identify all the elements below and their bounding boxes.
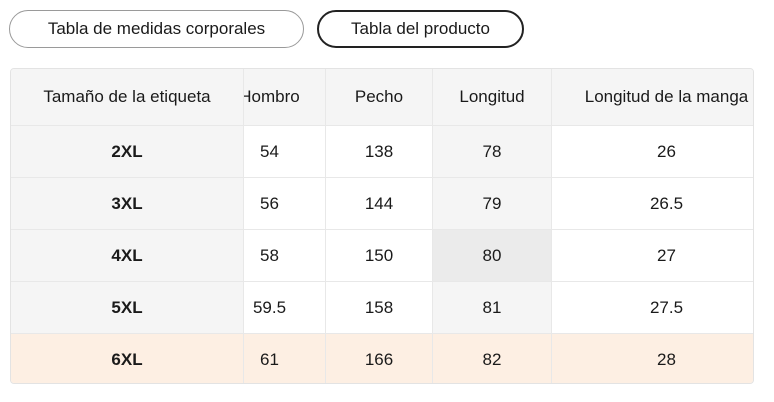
header-cell: Pecho — [326, 69, 433, 126]
table-cell: 158 — [326, 282, 433, 334]
table-cell: 79 — [433, 178, 552, 230]
table-cell: 80 — [433, 230, 552, 282]
table-cell: 166 — [326, 334, 433, 383]
tab-button[interactable]: Tabla de medidas corporales — [9, 10, 304, 48]
table-cell: 56 — [244, 178, 326, 230]
table-cell: 150 — [326, 230, 433, 282]
table-cell: 82 — [433, 334, 552, 383]
scroll-area: Hombro Pecho Longitud Longitud de la manga 5… — [244, 69, 753, 383]
table-cell: 6XL — [11, 334, 244, 383]
fixed-column: Tamaño de la etiqueta 2XL 3XL 4XL 5XL 6XL — [11, 69, 244, 383]
table-cell: 26.5 — [552, 178, 753, 230]
table-cell: 27.5 — [552, 282, 753, 334]
header-cell: Tamaño de la etiqueta — [11, 69, 244, 126]
table-cell: 78 — [433, 126, 552, 178]
header-cell: Longitud — [433, 69, 552, 126]
table-cell: 59.5 — [244, 282, 326, 334]
header-cell: Longitud de la manga — [552, 69, 753, 126]
table-cell: 26 — [552, 126, 753, 178]
table-cell: 5XL — [11, 282, 244, 334]
header-cell: Hombro — [244, 69, 326, 126]
table-cell: 27 — [552, 230, 753, 282]
table-cell: 4XL — [11, 230, 244, 282]
tab-button-active[interactable]: Tabla del producto — [317, 10, 524, 48]
table-cell: 61 — [244, 334, 326, 383]
table-cell: 58 — [244, 230, 326, 282]
table-cell: 144 — [326, 178, 433, 230]
table-cell: 28 — [552, 334, 753, 383]
table-cell: 54 — [244, 126, 326, 178]
table-cell: 81 — [433, 282, 552, 334]
table-cell: 3XL — [11, 178, 244, 230]
table-cell: 138 — [326, 126, 433, 178]
table-cell: 2XL — [11, 126, 244, 178]
size-table: Tamaño de la etiqueta 2XL 3XL 4XL 5XL 6XL Hom… — [10, 68, 754, 384]
